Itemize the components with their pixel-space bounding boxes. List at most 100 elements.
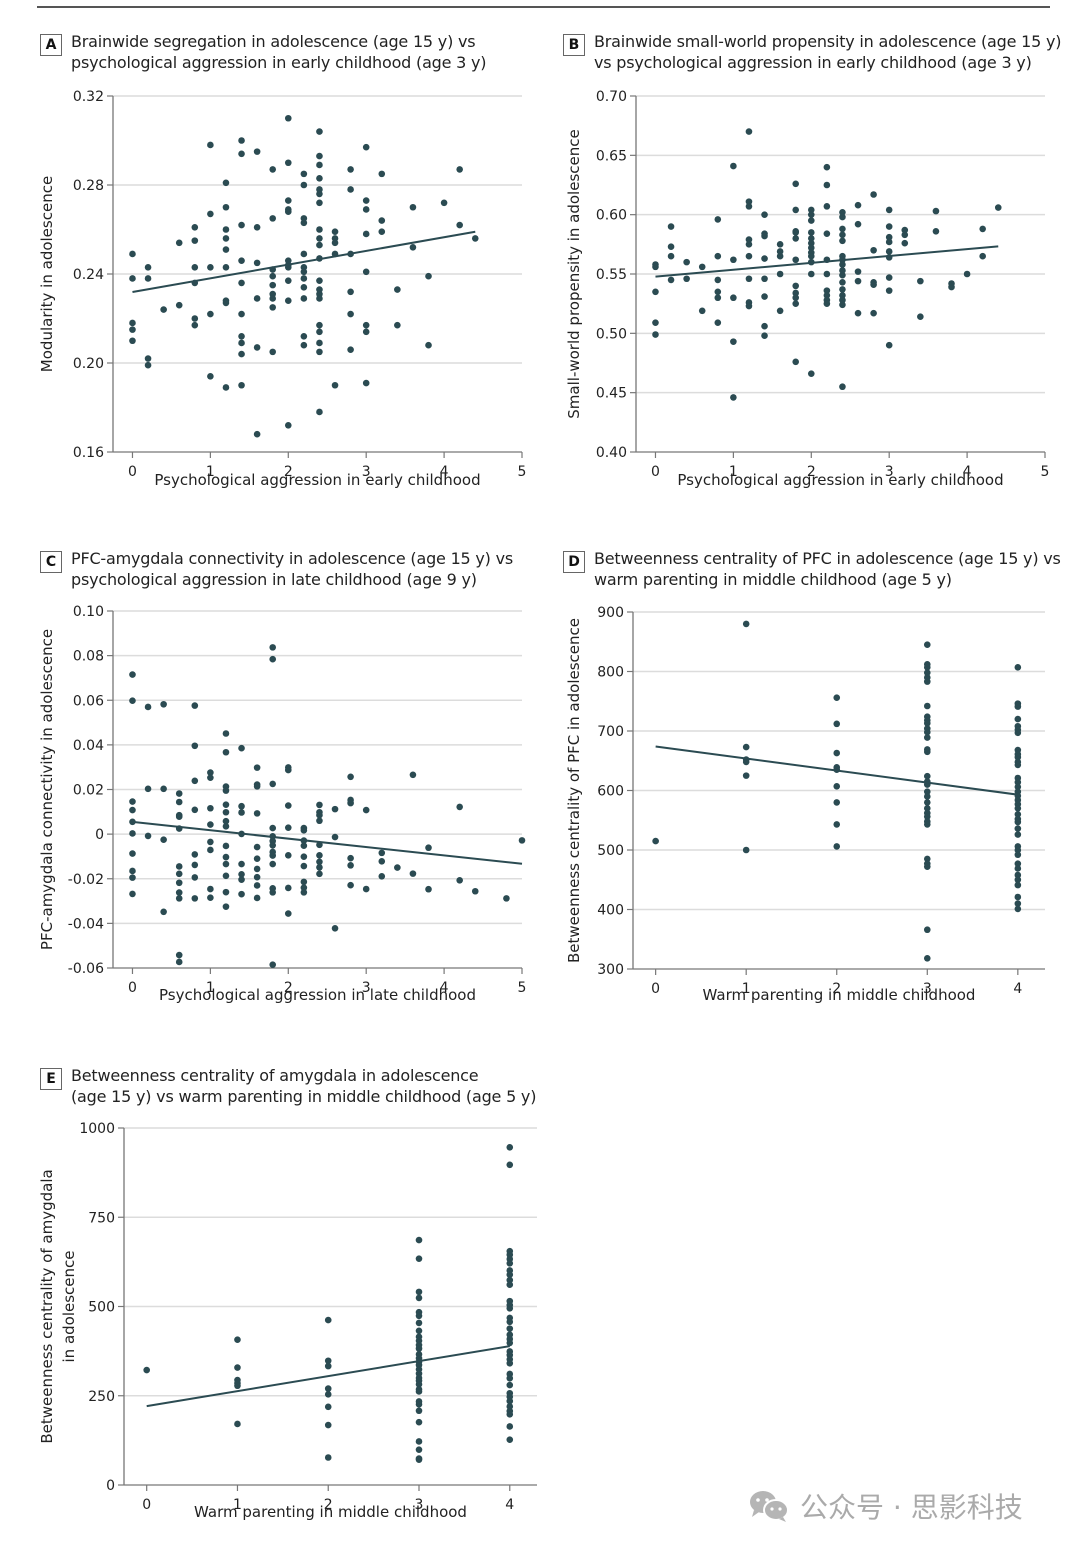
data-point [1014,818,1022,826]
data-point [324,1454,332,1461]
data-point [776,248,784,255]
data-point [415,1407,423,1415]
panel-title: Betweenness centrality of PFC in adolesc… [594,549,1061,590]
data-point [316,241,323,249]
data-point [234,1382,241,1390]
data-point [144,275,152,282]
data-point [253,865,261,873]
panel-letter: A [40,34,62,56]
panel-title: Brainwide segregation in adolescence (ag… [71,32,487,73]
data-point [833,783,841,790]
y-tick-label: 300 [597,962,624,978]
x-tick-label: 1 [233,1497,242,1513]
panel-title-line2: warm parenting in middle childhood (age … [594,569,952,589]
data-point [362,328,370,336]
data-point [238,257,245,264]
data-point [415,1456,423,1463]
data-point [761,275,768,283]
data-point [222,203,230,211]
data-point [144,703,152,711]
data-point [471,887,479,895]
data-point [129,337,136,345]
data-point [129,867,136,875]
data-point [885,233,893,241]
data-point [207,804,214,812]
y-tick-label: 0.45 [596,386,627,402]
data-point [175,879,183,887]
x-tick-label: 2 [807,464,816,480]
x-tick-label: 4 [505,1497,514,1513]
panel-header: A Brainwide segregation in adolescence (… [40,32,487,73]
data-point [425,885,432,893]
data-point [807,235,815,242]
data-point [823,181,831,189]
data-point [839,267,846,274]
y-tick-label: 500 [597,843,624,859]
data-point [316,339,323,347]
data-point [923,954,931,962]
data-point [316,801,323,809]
panel-title-line1: PFC-amygdala connectivity in adolescence… [71,549,514,568]
data-point [207,838,214,846]
data-point [923,678,931,685]
y-tick-label: 700 [597,724,624,740]
data-point [191,806,199,814]
data-point [253,810,261,817]
data-point [284,884,292,892]
data-point [714,288,722,296]
data-point [917,313,924,321]
data-point [394,321,401,329]
data-point [415,1388,423,1395]
data-point [1014,753,1022,761]
data-point [652,319,659,326]
data-point [506,1374,514,1382]
data-point [129,874,136,881]
data-point [667,243,675,251]
panel-title: PFC-amygdala connectivity in adolescence… [71,549,513,590]
x-tick-label: 1 [206,464,215,480]
data-point [506,1161,514,1169]
y-tick-label: 0.50 [596,326,627,342]
data-point [1014,729,1022,737]
data-point [316,328,323,336]
data-point [316,295,323,302]
data-point [1014,715,1022,723]
data-point [269,824,277,832]
top-rule [37,6,1050,8]
data-point [222,817,230,825]
data-point [742,743,750,751]
data-point [253,344,261,351]
data-point [207,885,214,893]
data-point [269,348,277,356]
data-point [300,268,308,276]
data-point [347,773,354,781]
panel-title: Brainwide small-world propensity in adol… [594,32,1061,73]
data-point [300,275,308,282]
data-point [776,252,784,260]
data-point [238,809,245,816]
data-point [742,846,750,854]
data-point [923,813,931,820]
data-point [238,744,245,752]
data-point [316,864,323,871]
data-point [160,700,167,708]
scatter-plot-c: -0.06 -0.04 -0.02 0 0.02 0.04 0.06 0.08 0.10 0 1 2 3… [38,604,526,1004]
data-point [1014,761,1022,769]
data-point [979,252,986,260]
y-tick-label: 250 [88,1389,115,1405]
data-point [932,207,940,215]
data-point [807,270,815,278]
data-point [776,241,784,248]
data-point [839,279,846,286]
data-point [839,225,846,233]
data-point [238,381,245,389]
data-point [129,806,136,814]
data-point [839,301,846,309]
data-point [506,1359,514,1367]
data-point [854,277,862,285]
data-point [425,844,432,852]
x-tick-label: 0 [651,464,660,480]
data-point [1014,851,1022,859]
data-point [667,252,675,260]
y-tick-label: 0.04 [73,738,104,754]
